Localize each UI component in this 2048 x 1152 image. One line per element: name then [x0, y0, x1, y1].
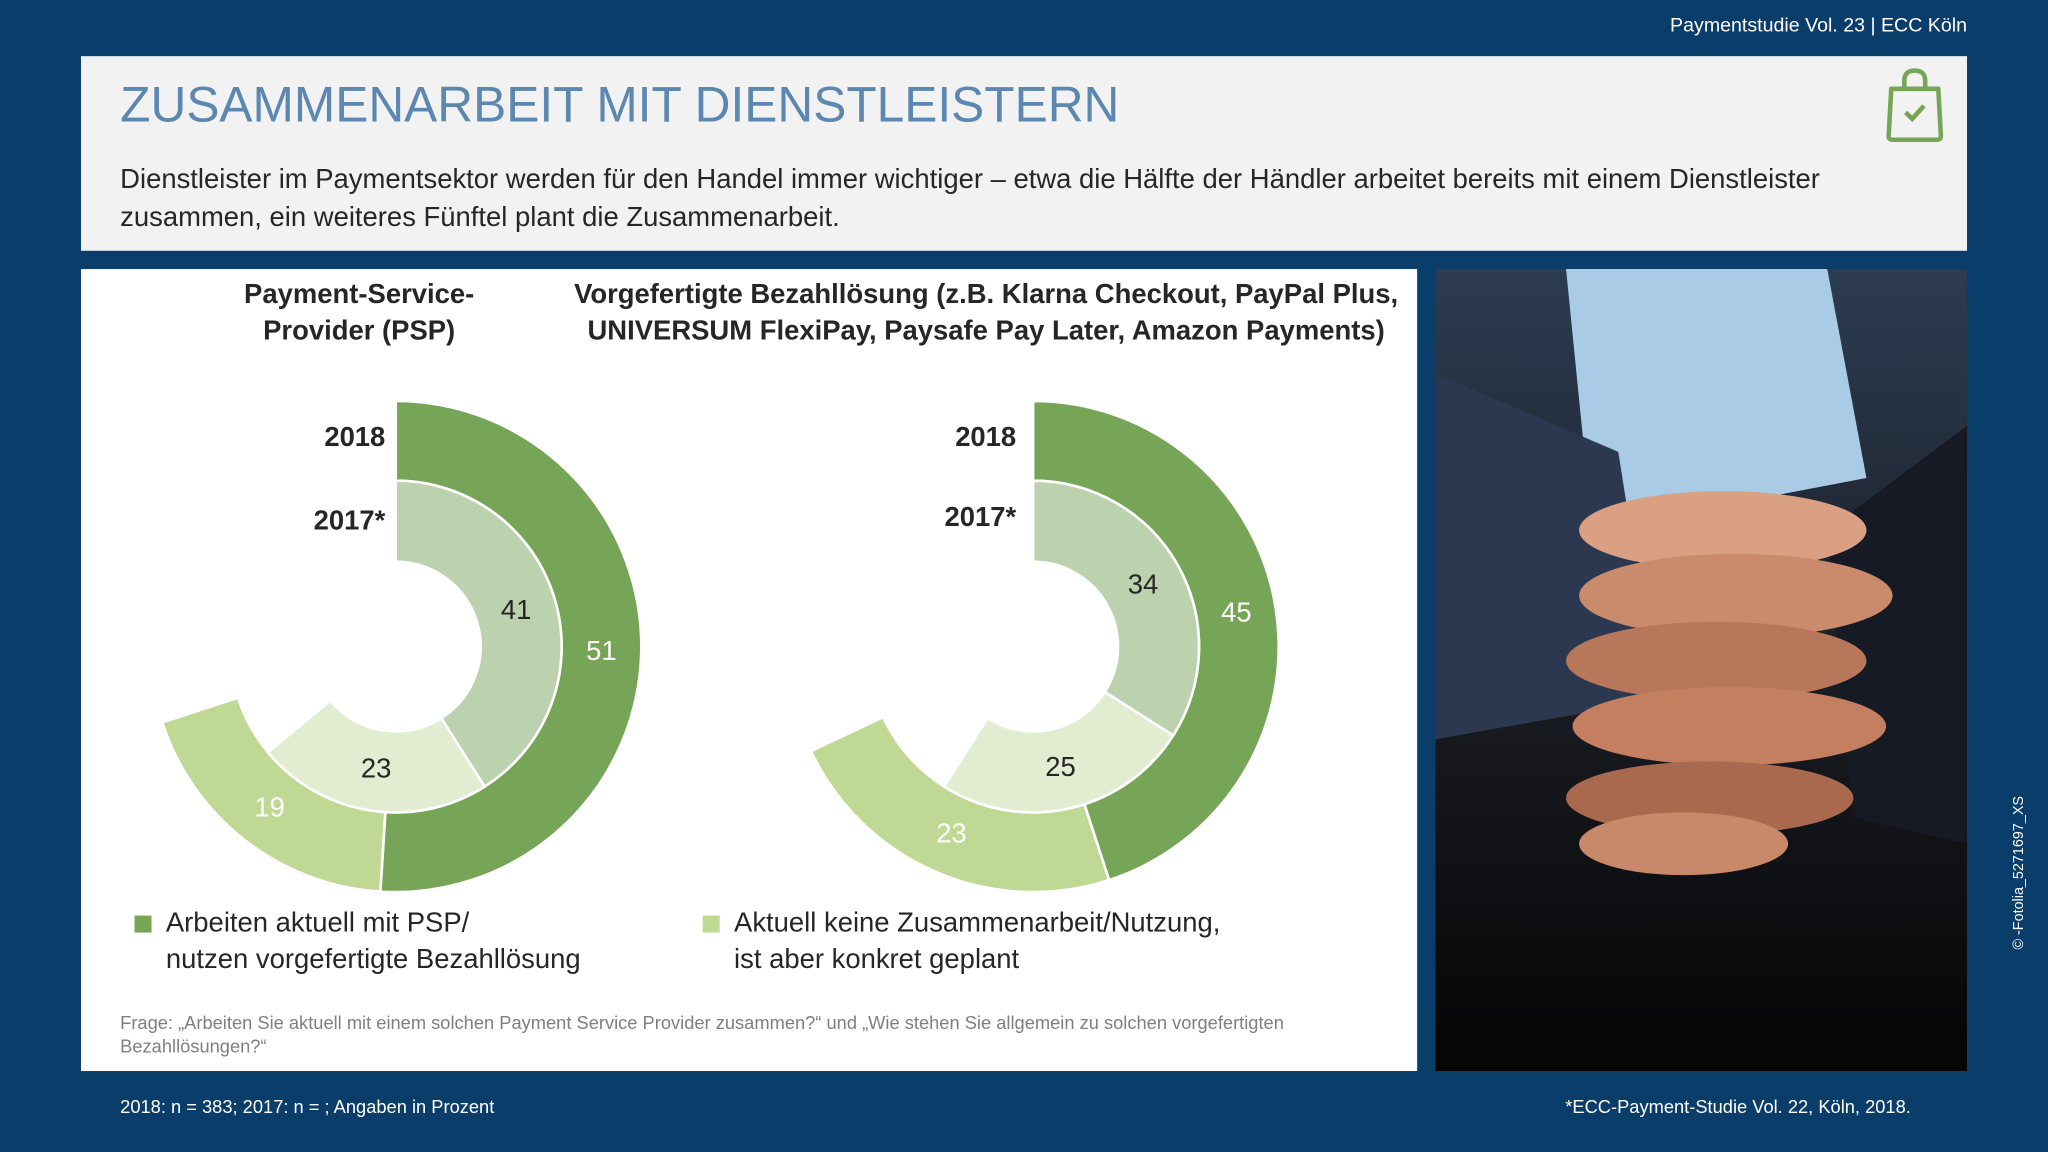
- value-label: 51: [586, 635, 616, 666]
- source: Paymentstudie Vol. 23 | ECC Köln: [1670, 14, 1968, 37]
- value-label: 19: [254, 791, 284, 822]
- footer-note: 2018: n = 383; 2017: n = ; Angaben in Pr…: [120, 1095, 495, 1117]
- photo: [1435, 269, 1968, 1072]
- bag-icon: [1886, 68, 1944, 143]
- value-label: 23: [361, 753, 391, 784]
- ring-label: 2018: [955, 421, 1016, 452]
- value-label: 41: [501, 594, 531, 625]
- value-label: 25: [1045, 751, 1075, 782]
- legend-swatch: [134, 915, 152, 933]
- value-label: 45: [1221, 597, 1251, 628]
- chart-title: Vorgefertigte Bezahllösung (z.B. Klarna …: [574, 279, 1399, 347]
- ring-segment: [942, 690, 1176, 814]
- ring-label: 2017*: [945, 501, 1017, 532]
- slide-title: ZUSAMMENARBEIT MIT DIENSTLEISTERN: [120, 78, 1120, 134]
- legend-label: Aktuell keine Zusammenarbeit/Nutzung, is…: [734, 907, 1221, 975]
- value-label: 23: [936, 818, 966, 849]
- subtitle: Dienstleister im Paymentsektor werden fü…: [120, 164, 1820, 233]
- footer-source: *ECC-Payment-Studie Vol. 22, Köln, 2018.: [1565, 1095, 1911, 1117]
- legend-label: Arbeiten aktuell mit PSP/ nutzen vorgefe…: [165, 907, 581, 975]
- ring-segment: [394, 479, 563, 789]
- header-box: [80, 56, 1968, 251]
- ring-label: 2018: [324, 421, 385, 452]
- photo-credit: © -Fotolia_5271697_XS: [2011, 795, 2028, 950]
- legend-swatch: [702, 915, 720, 933]
- ring-segment: [266, 698, 487, 814]
- chart-title: Payment-Service-Provider (PSP): [244, 279, 475, 347]
- ring-label: 2017*: [314, 505, 386, 536]
- ring-segment: [1031, 479, 1201, 738]
- question: Frage: „Arbeiten Sie aktuell mit einem s…: [120, 1012, 1284, 1057]
- value-label: 34: [1128, 568, 1158, 599]
